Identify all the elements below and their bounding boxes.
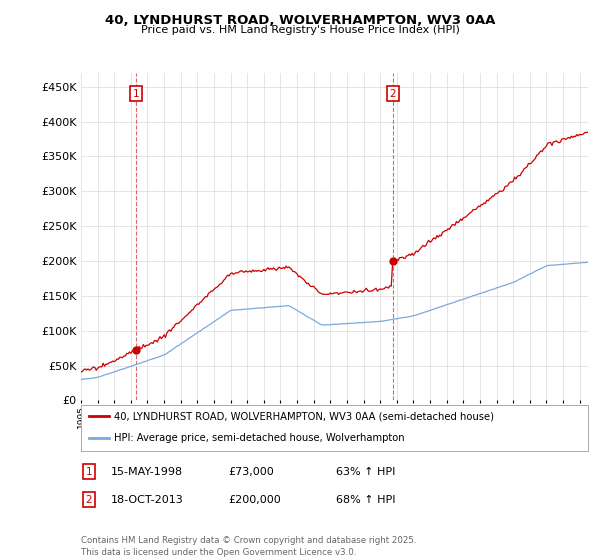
Text: £73,000: £73,000 [228,466,274,477]
Text: 1: 1 [133,88,140,99]
Text: 2: 2 [85,494,92,505]
Text: 1: 1 [85,466,92,477]
Text: 15-MAY-1998: 15-MAY-1998 [111,466,183,477]
Text: HPI: Average price, semi-detached house, Wolverhampton: HPI: Average price, semi-detached house,… [114,433,404,443]
Text: £200,000: £200,000 [228,494,281,505]
Text: 63% ↑ HPI: 63% ↑ HPI [336,466,395,477]
Text: 68% ↑ HPI: 68% ↑ HPI [336,494,395,505]
Text: 40, LYNDHURST ROAD, WOLVERHAMPTON, WV3 0AA: 40, LYNDHURST ROAD, WOLVERHAMPTON, WV3 0… [105,14,495,27]
Text: Contains HM Land Registry data © Crown copyright and database right 2025.
This d: Contains HM Land Registry data © Crown c… [81,536,416,557]
Text: 40, LYNDHURST ROAD, WOLVERHAMPTON, WV3 0AA (semi-detached house): 40, LYNDHURST ROAD, WOLVERHAMPTON, WV3 0… [114,412,494,421]
Text: 18-OCT-2013: 18-OCT-2013 [111,494,184,505]
Text: Price paid vs. HM Land Registry's House Price Index (HPI): Price paid vs. HM Land Registry's House … [140,25,460,35]
Text: 2: 2 [389,88,396,99]
